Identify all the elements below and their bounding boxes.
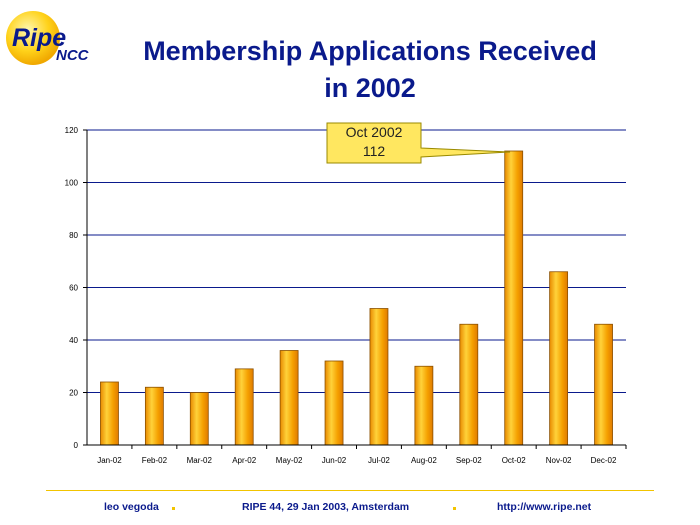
bar-nov-02 bbox=[549, 271, 569, 446]
footer-dot bbox=[453, 507, 456, 510]
y-tick-label: 80 bbox=[69, 231, 78, 240]
x-tick-label: Jul-02 bbox=[368, 456, 390, 465]
callout-line-1: Oct 2002 bbox=[345, 124, 403, 140]
x-tick-label: Mar-02 bbox=[187, 456, 213, 465]
y-tick-label: 0 bbox=[74, 441, 79, 450]
title-line-2: in 2002 bbox=[324, 73, 416, 103]
bar-dec-02 bbox=[594, 323, 613, 446]
y-tick-label: 60 bbox=[69, 284, 78, 293]
ripe-ncc-logo: Ripe NCC bbox=[6, 11, 90, 65]
y-tick-label: 40 bbox=[69, 336, 78, 345]
page-title: Membership Applications Received in 2002 bbox=[90, 33, 650, 107]
footer-divider bbox=[46, 490, 654, 491]
footer-author: leo vegoda bbox=[104, 501, 159, 513]
x-tick-label: Dec-02 bbox=[591, 456, 617, 465]
x-tick-label: Feb-02 bbox=[142, 456, 168, 465]
bar-jul-02 bbox=[369, 308, 389, 446]
x-tick-label: Jan-02 bbox=[97, 456, 122, 465]
x-tick-label: Jun-02 bbox=[322, 456, 347, 465]
bar-sep-02 bbox=[459, 323, 479, 446]
bar-oct-02 bbox=[504, 150, 524, 446]
x-tick-label: Apr-02 bbox=[232, 456, 257, 465]
bar-jun-02 bbox=[324, 360, 344, 446]
callout-label: Oct 2002 112 bbox=[327, 123, 421, 163]
y-tick-label: 20 bbox=[69, 389, 78, 398]
footer-dot bbox=[172, 507, 175, 510]
x-tick-label: Aug-02 bbox=[411, 456, 437, 465]
bar-feb-02 bbox=[144, 386, 164, 446]
footer-url: http://www.ripe.net bbox=[497, 501, 592, 513]
callout-box bbox=[326, 122, 511, 164]
x-tick-label: Oct-02 bbox=[502, 456, 527, 465]
y-tick-label: 120 bbox=[65, 126, 79, 135]
title-line-1: Membership Applications Received bbox=[143, 36, 597, 66]
x-tick-label: Nov-02 bbox=[546, 456, 572, 465]
bar-aug-02 bbox=[414, 365, 434, 446]
callout-line-2: 112 bbox=[362, 143, 386, 159]
x-tick-label: May-02 bbox=[276, 456, 303, 465]
bar-jan-02 bbox=[100, 381, 119, 446]
footer-event: RIPE 44, 29 Jan 2003, Amsterdam bbox=[242, 501, 410, 513]
logo-sub: NCC bbox=[56, 47, 90, 64]
bar-apr-02 bbox=[234, 368, 254, 446]
bar-may-02 bbox=[279, 350, 299, 446]
bar-mar-02 bbox=[189, 392, 209, 446]
logo-word: Ripe bbox=[12, 24, 66, 52]
y-tick-label: 100 bbox=[65, 179, 79, 188]
x-tick-label: Sep-02 bbox=[456, 456, 482, 465]
